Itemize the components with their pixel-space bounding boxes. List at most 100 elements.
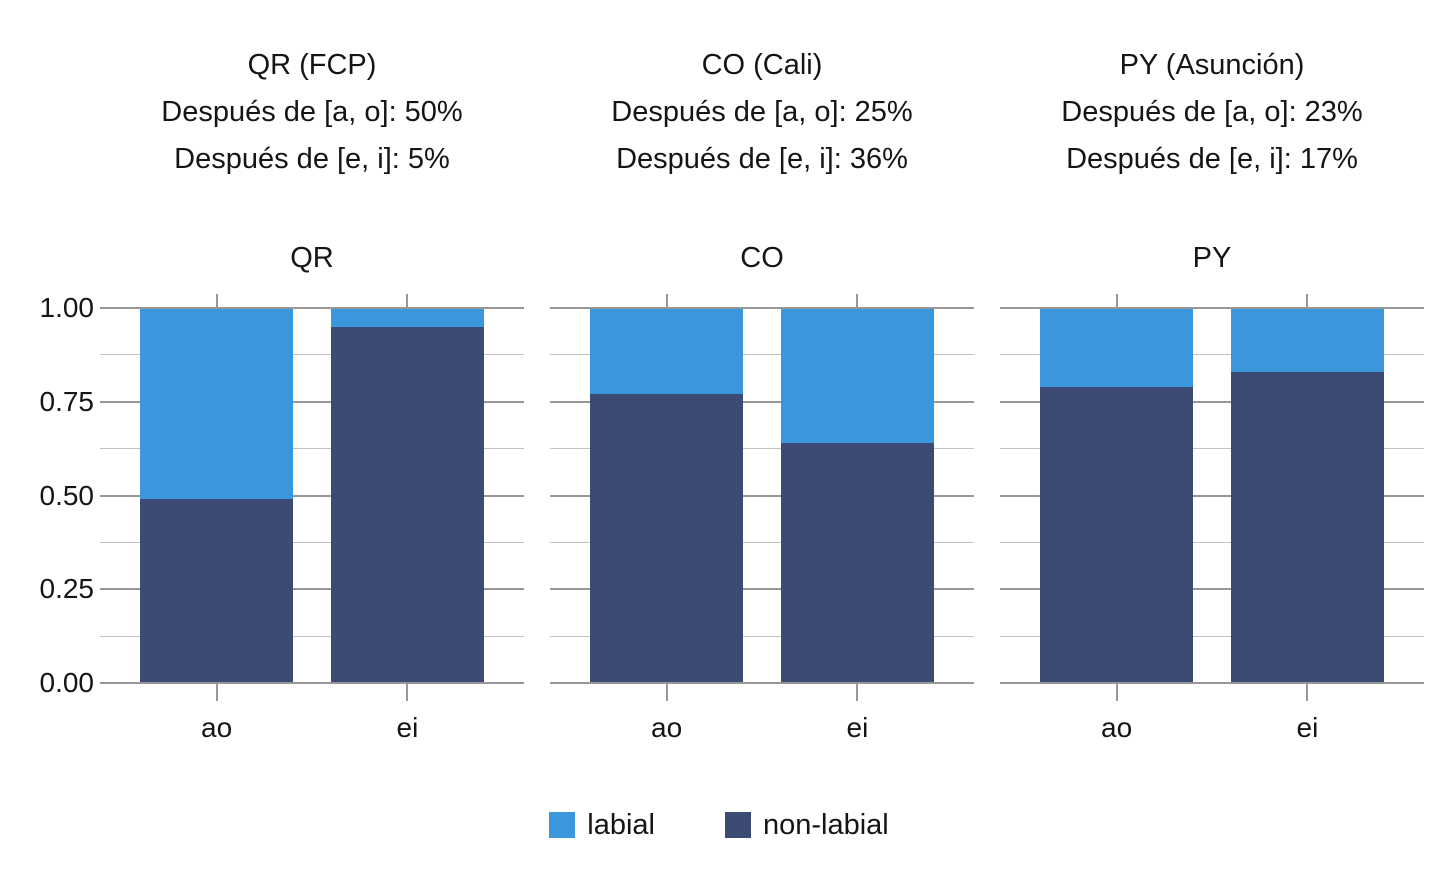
major-gridline <box>550 588 974 591</box>
stacked-bar-qr-ao <box>140 308 293 683</box>
x-tick-mark-top <box>1115 294 1118 308</box>
y-tick-label: 0.25 <box>39 573 95 605</box>
annotation-py: PY (Asunción) Después de [a, o]: 23% Des… <box>1000 42 1424 183</box>
x-tick-mark-top <box>406 294 409 308</box>
x-tick-mark-top <box>665 294 668 308</box>
bar-segment-non-labial <box>590 394 743 683</box>
major-gridline <box>1000 400 1424 403</box>
bar-segment-labial <box>331 308 484 327</box>
annotation-line: Después de [e, i]: 5% <box>174 143 450 175</box>
major-gridline <box>100 682 524 684</box>
minor-gridline <box>550 448 974 450</box>
y-tick-label: 0.75 <box>39 385 95 417</box>
minor-gridline <box>550 541 974 543</box>
x-tick-mark-bottom <box>406 683 409 701</box>
bar-segment-labial <box>1040 308 1193 387</box>
bar-segment-non-labial <box>781 443 934 683</box>
major-gridline <box>100 588 524 591</box>
minor-gridline <box>100 541 524 543</box>
panel-py <box>1000 294 1424 701</box>
panel-co <box>550 294 974 701</box>
major-gridline <box>1000 682 1424 684</box>
major-gridline <box>100 400 524 403</box>
x-axis-labels-co: ao ei <box>550 712 974 744</box>
minor-gridline <box>1000 635 1424 637</box>
y-tick-label: 0.00 <box>39 667 95 698</box>
facet-title-qr: QR <box>290 242 334 274</box>
annotation-line: Después de [e, i]: 17% <box>1066 143 1358 175</box>
x-tick-label: ao <box>1101 712 1133 743</box>
x-tick-mark-bottom <box>856 683 859 701</box>
x-axis-labels-py: ao ei <box>1000 712 1424 744</box>
y-axis-labels: 1.00 0.75 0.50 0.25 0.00 <box>0 294 95 697</box>
legend-label: non-labial <box>762 809 889 841</box>
bar-segment-labial <box>781 308 934 443</box>
facet-title-py: PY <box>1192 242 1232 274</box>
stacked-bar-co-ao <box>590 308 743 683</box>
x-tick-mark-bottom <box>1115 683 1118 701</box>
bar-segment-labial <box>140 308 293 500</box>
x-axis-labels-qr: ao ei <box>100 712 524 744</box>
x-tick-label: ao <box>201 712 233 743</box>
bar-segment-non-labial <box>1040 386 1193 683</box>
major-gridline <box>1000 307 1424 309</box>
major-gridline <box>100 307 524 309</box>
annotation-line: Después de [a, o]: 50% <box>161 96 463 128</box>
legend-swatch-labial <box>549 812 576 838</box>
minor-gridline <box>100 448 524 450</box>
major-gridline <box>550 682 974 684</box>
minor-gridline <box>550 354 974 356</box>
bar-segment-non-labial <box>140 499 293 683</box>
plots-row: 1.00 0.75 0.50 0.25 0.00 <box>0 294 1438 701</box>
x-tick-label: ao <box>651 712 683 743</box>
legend: labial non-labial <box>0 808 1438 842</box>
bar-segment-non-labial <box>331 326 484 683</box>
minor-gridline <box>100 354 524 356</box>
annotation-title: PY (Asunción) <box>1119 49 1305 81</box>
x-tick-mark-top <box>1306 294 1309 308</box>
stacked-bar-py-ei <box>1231 308 1384 683</box>
annotations-row: QR (FCP) Después de [a, o]: 50% Después … <box>0 0 1438 183</box>
x-tick-label: ei <box>396 712 419 743</box>
bar-segment-labial <box>590 308 743 395</box>
legend-item-labial: labial <box>549 808 655 842</box>
gutter <box>0 241 74 275</box>
major-gridline <box>100 494 524 497</box>
x-tick-mark-top <box>215 294 218 308</box>
legend-label: labial <box>587 809 655 841</box>
annotation-title: QR (FCP) <box>247 49 377 81</box>
y-tick-label: 1.00 <box>39 292 95 323</box>
annotation-line: Después de [a, o]: 23% <box>1061 96 1363 128</box>
stacked-bar-co-ei <box>781 308 934 683</box>
minor-gridline <box>100 635 524 637</box>
major-gridline <box>550 307 974 309</box>
x-tick-label: ei <box>1296 712 1319 743</box>
stacked-bar-py-ao <box>1040 308 1193 683</box>
x-tick-mark-bottom <box>665 683 668 701</box>
annotation-line: Después de [a, o]: 25% <box>611 96 913 128</box>
x-axis-labels-row: ao ei ao ei ao ei <box>0 712 1438 744</box>
gutter <box>0 712 74 744</box>
major-gridline <box>1000 588 1424 591</box>
minor-gridline <box>1000 541 1424 543</box>
annotation-qr: QR (FCP) Después de [a, o]: 50% Después … <box>100 42 524 183</box>
minor-gridline <box>550 635 974 637</box>
x-tick-label: ei <box>846 712 869 743</box>
facet-title-co: CO <box>740 242 784 274</box>
facet-titles-row: QR CO PY <box>0 241 1438 275</box>
annotation-line: Después de [e, i]: 36% <box>616 143 908 175</box>
x-tick-mark-bottom <box>215 683 218 701</box>
major-gridline <box>550 400 974 403</box>
panel-qr <box>100 294 524 701</box>
y-tick-label: 0.50 <box>39 479 95 511</box>
minor-gridline <box>1000 448 1424 450</box>
gutter <box>0 42 74 183</box>
annotation-co: CO (Cali) Después de [a, o]: 25% Después… <box>550 42 974 183</box>
stacked-bar-qr-ei <box>331 308 484 683</box>
legend-swatch-non-labial <box>724 812 751 838</box>
minor-gridline <box>1000 354 1424 356</box>
annotation-title: CO (Cali) <box>701 49 823 81</box>
major-gridline <box>550 494 974 497</box>
bar-segment-labial <box>1231 308 1384 372</box>
